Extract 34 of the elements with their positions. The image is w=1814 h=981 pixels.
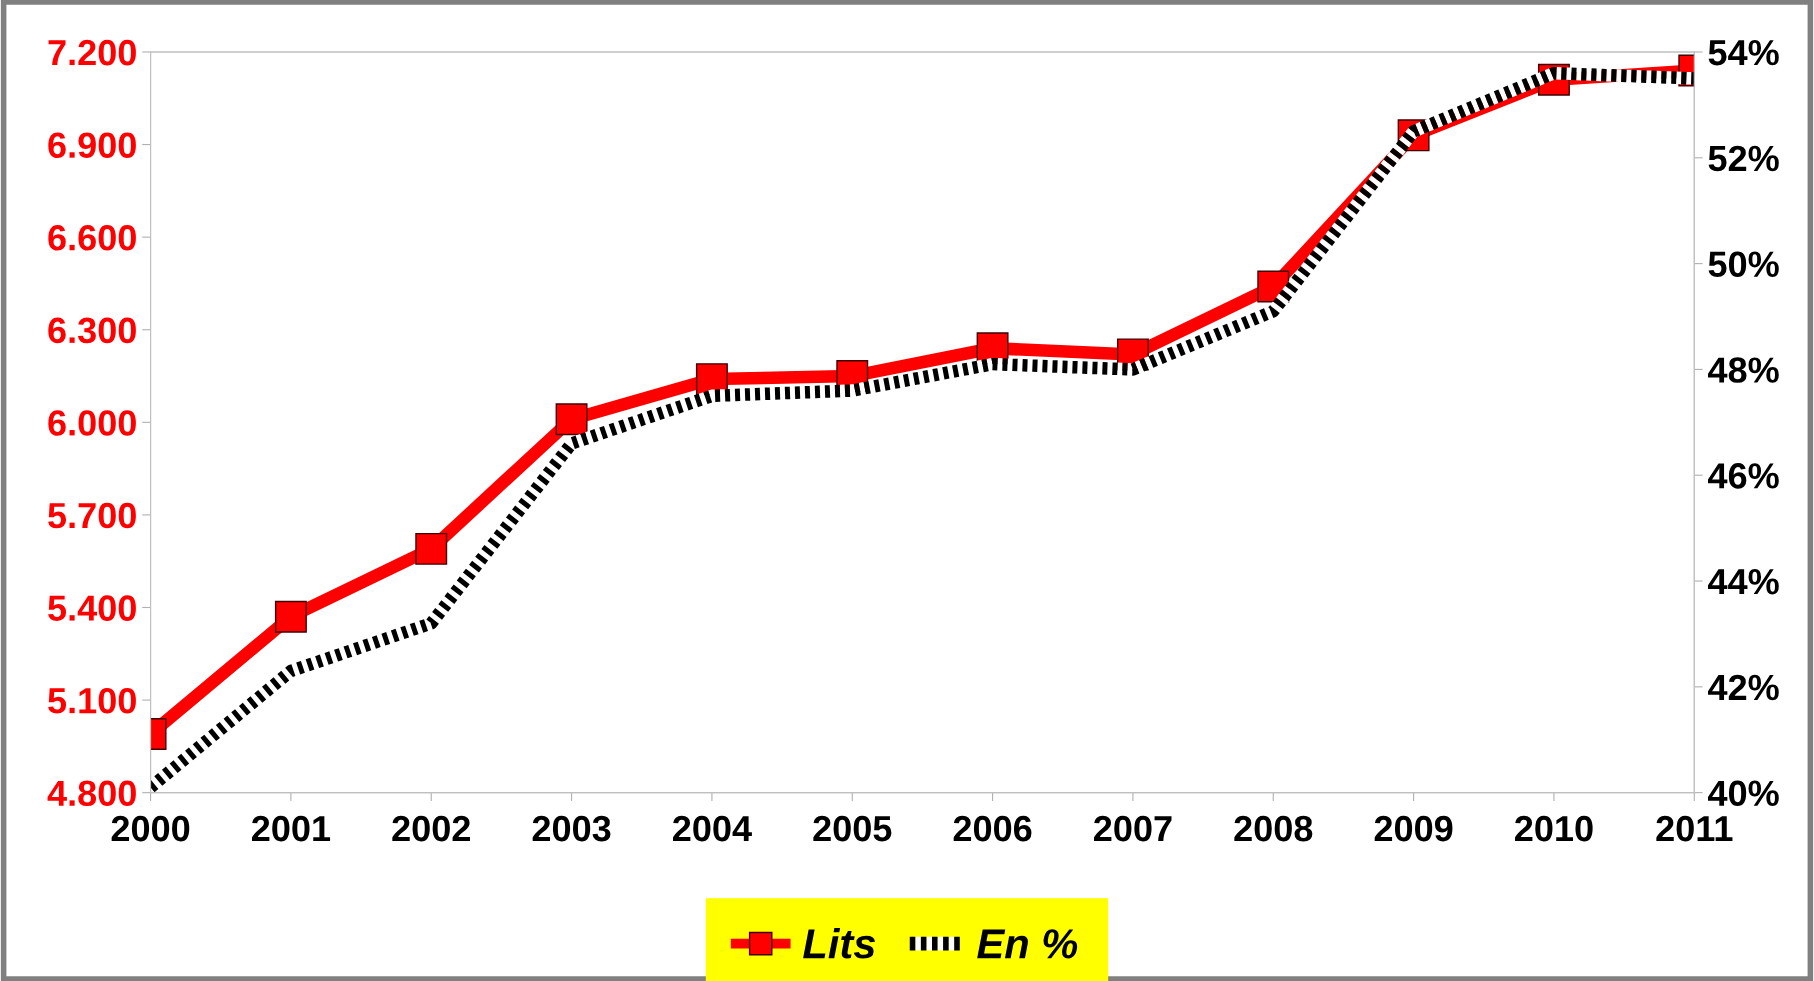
legend-label: En %: [977, 929, 1078, 959]
x-tick-label: 2001: [251, 815, 331, 842]
y-tick-label: 4.800: [47, 780, 136, 807]
y2-tick-label: 52%: [1708, 145, 1779, 172]
y-tick-label: 5.700: [48, 502, 136, 529]
x-tick-label: 2007: [1094, 815, 1172, 842]
legend-label: Lits: [803, 928, 876, 959]
y-tick-label: 7.200: [48, 39, 136, 66]
x-tick-label: 2000: [111, 815, 190, 842]
y2-tick-label: 54%: [1708, 39, 1779, 66]
y2-tick-label: 50%: [1708, 251, 1779, 278]
y-tick-label: 5.100: [48, 687, 136, 714]
y-tick-label: 6.000: [48, 410, 136, 436]
y2-tick-label: 44%: [1708, 568, 1779, 595]
x-tick-label: 2008: [1234, 815, 1313, 842]
x-tick-label: 2004: [673, 815, 752, 842]
y-tick-label: 6.600: [48, 225, 136, 251]
x-tick-label: 2011: [1656, 815, 1733, 842]
y2-tick-label: 48%: [1708, 357, 1779, 383]
point: [415, 532, 448, 565]
x-tick-label: 2009: [1374, 815, 1453, 842]
x-tick-label: 2002: [392, 815, 470, 842]
y-tick-label: 6.300: [48, 317, 136, 344]
x-tick-label: 2003: [532, 815, 611, 842]
point: [555, 403, 588, 436]
x-tick-label: 2006: [953, 815, 1032, 842]
y2-tick-label: 40%: [1708, 780, 1779, 807]
x-tick-label: 2005: [813, 815, 892, 842]
y2-tick-label: 46%: [1708, 463, 1779, 489]
x-tick-label: 2010: [1515, 815, 1593, 842]
point: [274, 600, 307, 633]
y2-tick-label: 42%: [1708, 674, 1779, 701]
y-tick-label: 5.400: [48, 595, 136, 621]
y-tick-label: 6.900: [48, 132, 136, 159]
